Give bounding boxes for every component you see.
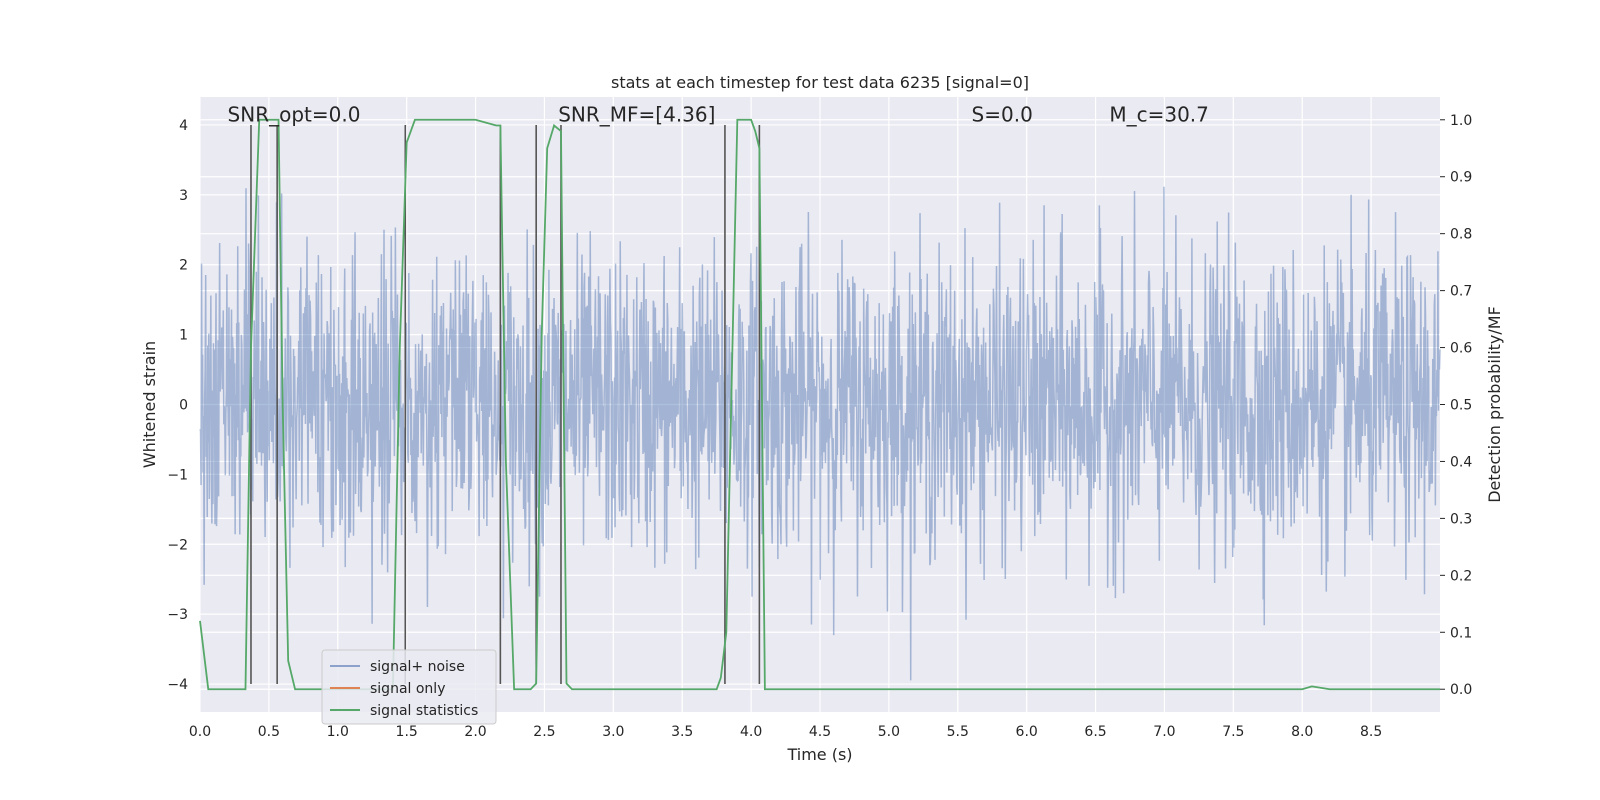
x-tick-label: 0.0 xyxy=(189,724,211,740)
y-axis-label: Whitened strain xyxy=(140,341,159,468)
grid xyxy=(199,97,1440,712)
x-tick-label: 2.0 xyxy=(464,724,486,740)
x-tick-label: 3.5 xyxy=(671,724,693,740)
x-tick-label: 6.0 xyxy=(1016,724,1038,740)
y-tick-label: 2 xyxy=(179,258,188,274)
x-tick-label: 7.5 xyxy=(1222,724,1244,740)
y-tick-label: −4 xyxy=(167,677,188,693)
y2-axis-label: Detection probability/MF xyxy=(1485,306,1504,503)
y-tick-label: 3 xyxy=(179,188,188,204)
x-tick-label: 7.0 xyxy=(1153,724,1175,740)
y2-tick-label: 0.6 xyxy=(1450,341,1472,357)
x-tick-label: 4.5 xyxy=(809,724,831,740)
legend-label: signal only xyxy=(370,681,445,697)
marker-lines xyxy=(250,124,761,685)
y2-tick-label: 0.2 xyxy=(1450,568,1472,584)
x-tick-label: 1.5 xyxy=(396,724,418,740)
annotation-text: SNR_opt=0.0 xyxy=(228,102,361,126)
legend-label: signal+ noise xyxy=(370,659,465,675)
y2-tick-label: 0.3 xyxy=(1450,511,1472,527)
legend-label: signal statistics xyxy=(370,703,478,719)
y2-tick-label: 0.0 xyxy=(1450,682,1472,698)
y2-tick-label: 0.7 xyxy=(1450,284,1472,300)
y-tick-labels: −4 −3 −2 −1 0 1 2 3 4 xyxy=(167,118,188,693)
y-tick-label: −3 xyxy=(167,607,188,623)
x-axis-label: Time (s) xyxy=(786,745,852,764)
annotation-text: SNR_MF=[4.36] xyxy=(558,102,715,126)
x-tick-label: 4.0 xyxy=(740,724,762,740)
x-tick-label: 5.5 xyxy=(947,724,969,740)
y-tick-label: −2 xyxy=(167,537,188,553)
x-tick-label: 8.0 xyxy=(1291,724,1313,740)
x-tick-label: 6.5 xyxy=(1084,724,1106,740)
x-tick-label: 8.5 xyxy=(1360,724,1382,740)
y2-tick-label: 0.5 xyxy=(1450,398,1472,414)
annotations: SNR_opt=0.0 SNR_MF=[4.36] S=0.0 M_c=30.7 xyxy=(228,102,1209,126)
x-tick-label: 1.0 xyxy=(327,724,349,740)
x-tick-label: 2.5 xyxy=(533,724,555,740)
y2-tick-label: 0.9 xyxy=(1450,170,1472,186)
annotation-text: M_c=30.7 xyxy=(1109,102,1209,126)
noise-series xyxy=(199,186,1441,681)
legend-box xyxy=(321,649,497,725)
x-tick-label: 0.5 xyxy=(258,724,280,740)
signal-statistics-line xyxy=(199,118,1440,691)
annotation-text: S=0.0 xyxy=(972,102,1033,126)
y2-tick-label: 0.1 xyxy=(1450,625,1472,641)
y-tick-label: 0 xyxy=(179,398,188,414)
y2-tick-label: 1.0 xyxy=(1450,113,1472,129)
y2-tick-label: 0.8 xyxy=(1450,227,1472,243)
x-tick-label: 5.0 xyxy=(878,724,900,740)
x-tick-label: 3.0 xyxy=(602,724,624,740)
x-tick-labels: 0.0 0.5 1.0 1.5 2.0 2.5 3.0 3.5 4.0 4.5 5.0 5.5 6.0 6… xyxy=(189,724,1382,740)
y2-tick-labels: 0.0 0.1 0.2 0.3 0.4 0.5 0.6 0.7 0.8 0.9 1.0 xyxy=(1440,113,1472,698)
chart-title: stats at each timestep for test data 623… xyxy=(611,73,1029,92)
y-tick-label: 1 xyxy=(179,328,188,344)
y-tick-label: 4 xyxy=(179,118,188,134)
y-tick-label: −1 xyxy=(167,467,188,483)
signal-noise-line xyxy=(199,186,1441,681)
legend: signal+ noise signal only signal statistic… xyxy=(321,649,497,725)
y2-tick-label: 0.4 xyxy=(1450,454,1472,470)
